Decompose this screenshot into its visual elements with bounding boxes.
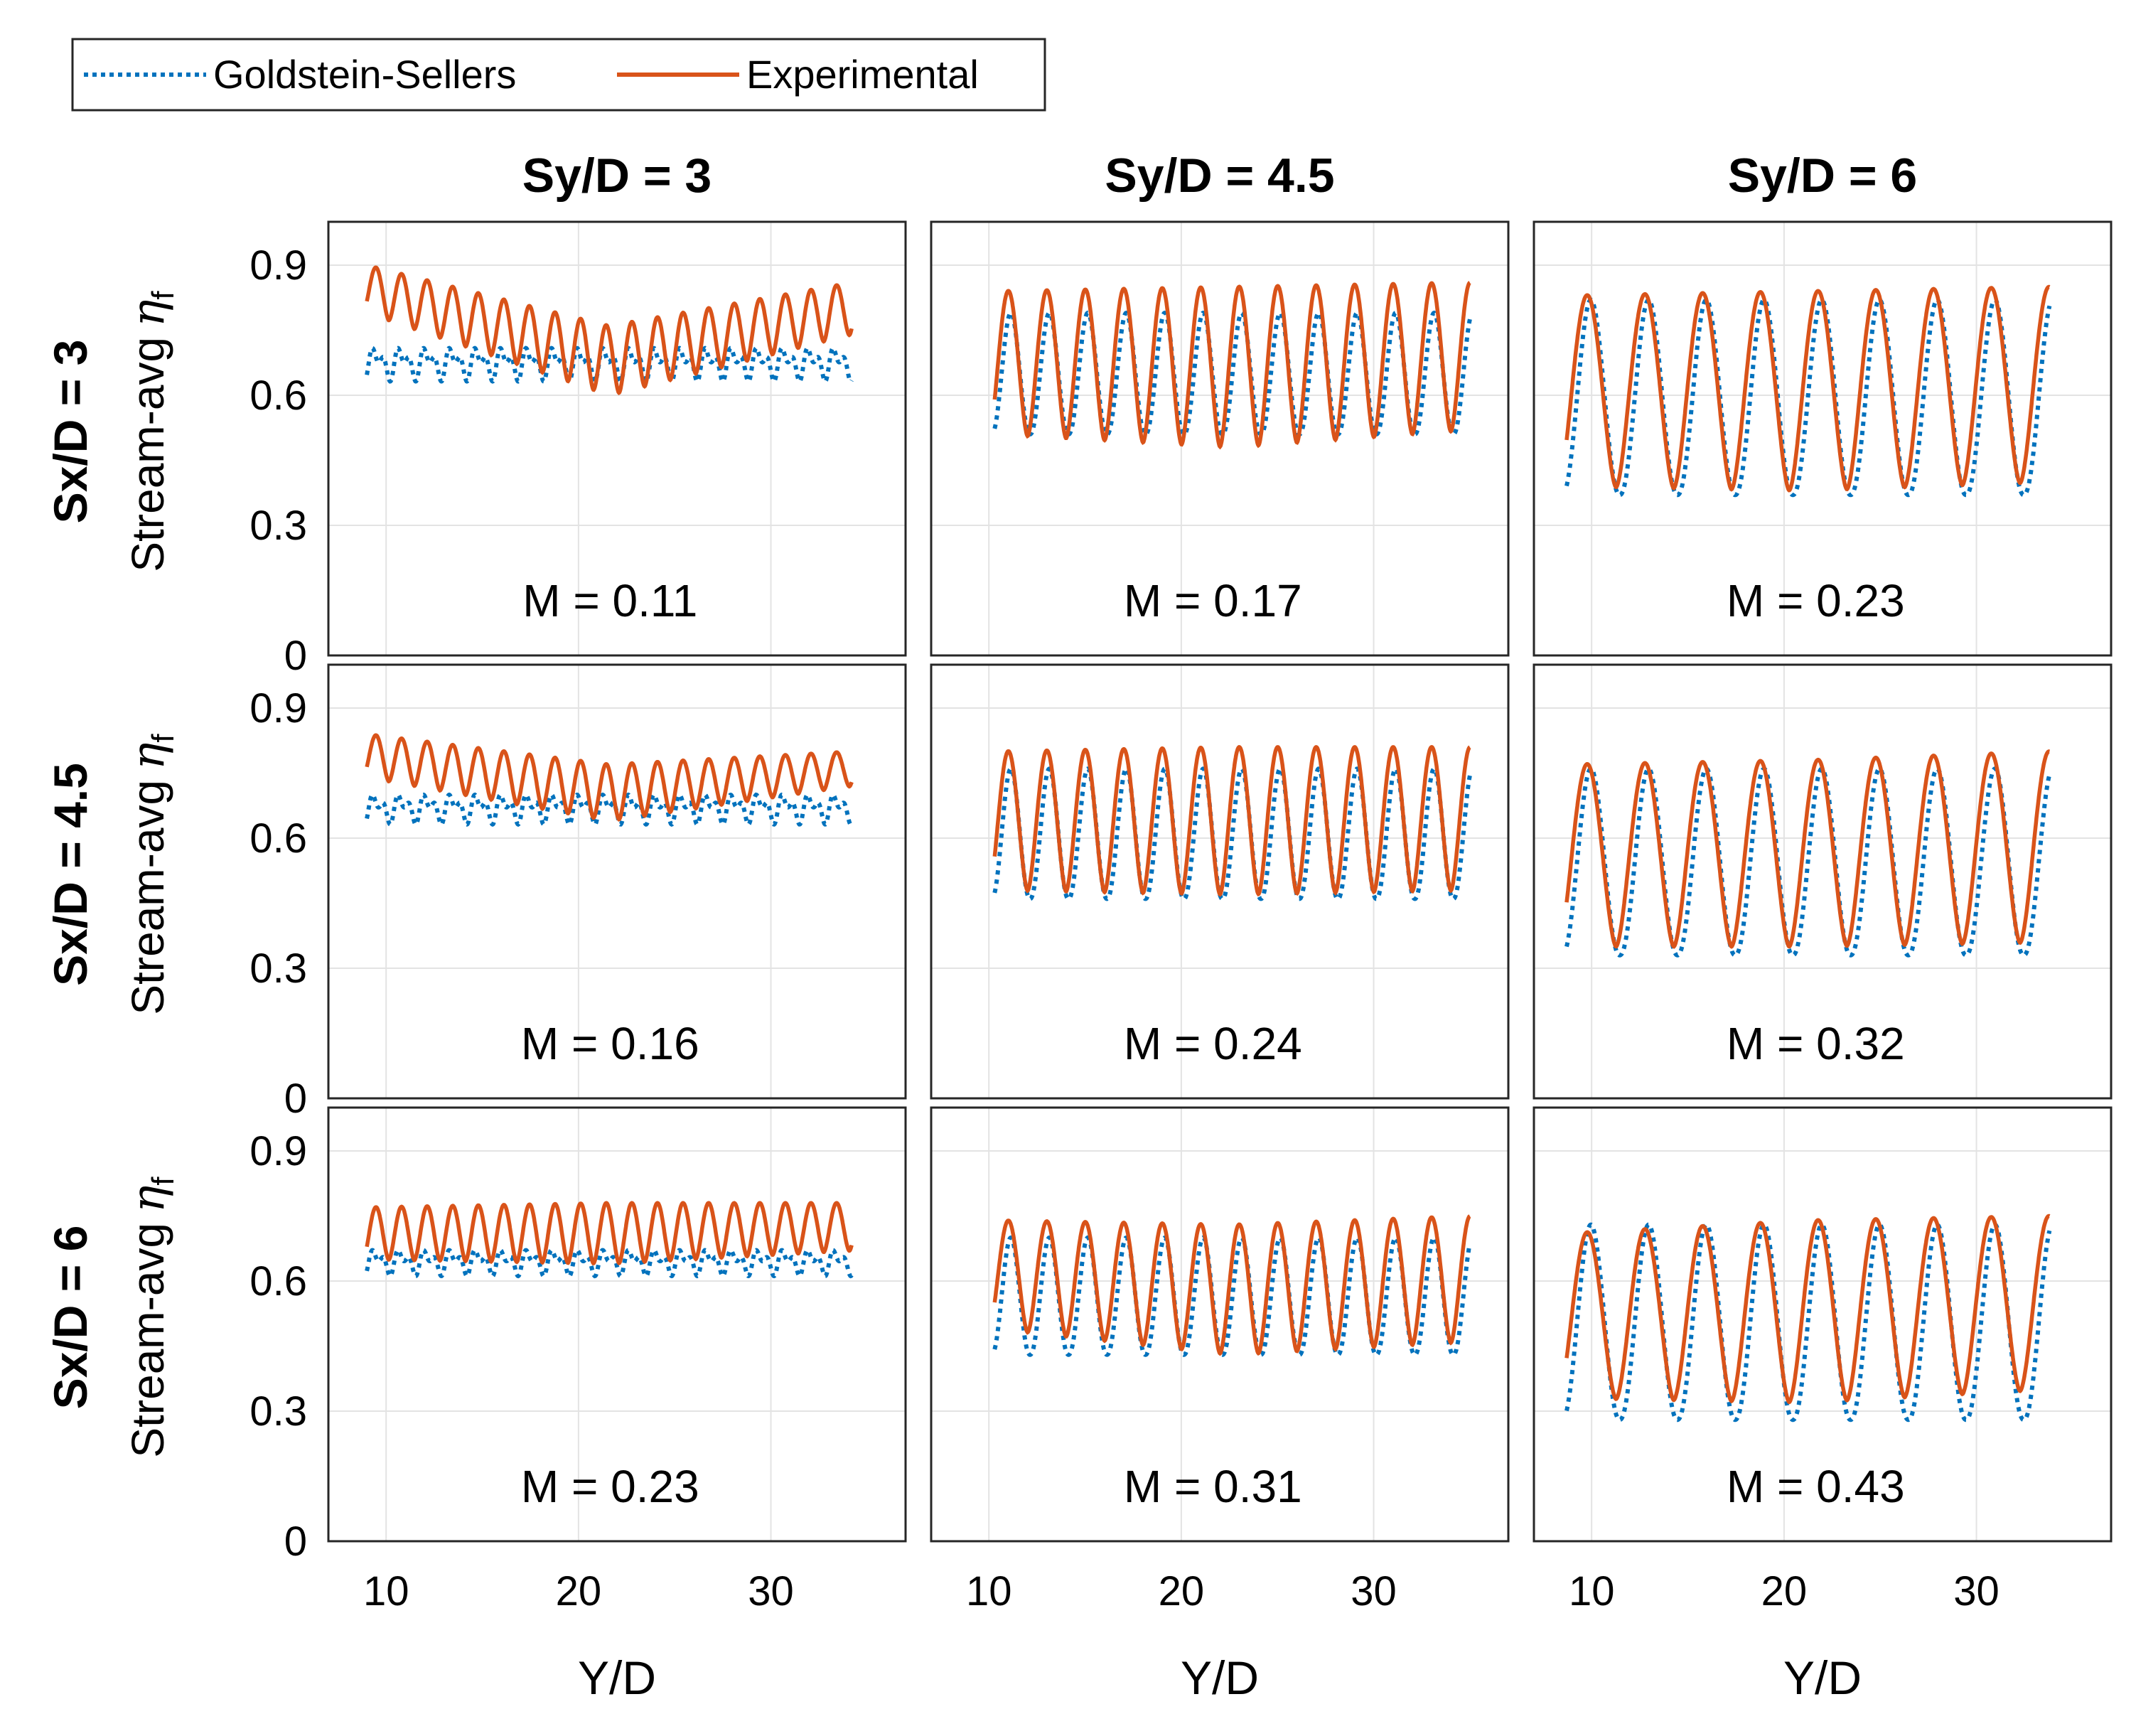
y-axis-label: Stream-avg ηf xyxy=(122,734,181,1015)
series-goldstein-sellers-line xyxy=(365,792,854,827)
panel-frame xyxy=(327,663,907,1100)
y-tick-label: 0.3 xyxy=(249,503,307,549)
column-title: Sy/D = 4.5 xyxy=(1105,149,1334,203)
series-goldstein-sellers-line xyxy=(365,345,854,384)
panel-annotation-m: M = 0.23 xyxy=(1727,575,1905,626)
y-axis-label-subscript: f xyxy=(146,291,181,300)
row-title: Sx/D = 6 xyxy=(44,1226,97,1410)
row-title: Sx/D = 4.5 xyxy=(44,763,97,986)
legend: Goldstein-Sellers Experimental xyxy=(71,38,1046,112)
panel-annotation-m: M = 0.32 xyxy=(1727,1018,1905,1069)
panel-r2-c0 xyxy=(328,1108,906,1541)
y-tick-label: 0 xyxy=(284,1076,307,1122)
x-tick-label: 20 xyxy=(1159,1568,1205,1614)
y-axis-label-subscript: f xyxy=(146,734,181,743)
y-tick-label: 0.9 xyxy=(249,242,307,289)
panel-annotation-m: M = 0.11 xyxy=(522,575,697,626)
series-experimental-line xyxy=(365,1201,854,1266)
series-experimental-line xyxy=(365,265,854,395)
y-tick-label: 0.9 xyxy=(249,685,307,732)
y-axis-label-symbol: η xyxy=(122,300,175,327)
legend-box xyxy=(71,38,1046,112)
series-experimental-line xyxy=(992,745,1471,897)
panel-annotation-m: M = 0.23 xyxy=(521,1461,699,1512)
x-tick-label: 10 xyxy=(1569,1568,1615,1614)
panel-r1-c1 xyxy=(931,665,1508,1098)
panel-annotation-m: M = 0.17 xyxy=(1124,575,1302,626)
y-tick-label: 0 xyxy=(284,1518,307,1565)
panel-frame xyxy=(1533,663,2113,1100)
y-tick-label: 0.6 xyxy=(249,373,307,419)
y-axis-label-symbol: η xyxy=(122,1186,175,1213)
panel-r0-c0 xyxy=(328,222,906,655)
column-title: Sy/D = 6 xyxy=(1728,149,1918,203)
y-axis-label: Stream-avg ηf xyxy=(122,291,181,572)
y-axis-label: Stream-avg ηf xyxy=(122,1177,181,1458)
series-experimental-line xyxy=(1564,284,2051,493)
series-experimental-line xyxy=(992,1214,1471,1356)
x-tick-label: 20 xyxy=(556,1568,602,1614)
series-experimental-line xyxy=(365,733,854,822)
y-axis-label-text: Stream-avg xyxy=(122,780,173,1015)
y-tick-label: 0.9 xyxy=(249,1128,307,1174)
series-goldstein-sellers-line xyxy=(992,766,1472,901)
x-axis-label: Y/D xyxy=(578,1651,656,1704)
panel-annotation-m: M = 0.16 xyxy=(521,1018,699,1069)
panel-annotation-m: M = 0.43 xyxy=(1727,1461,1905,1512)
column-title: Sy/D = 3 xyxy=(522,149,712,203)
y-axis-label-subscript: f xyxy=(146,1177,181,1186)
panel-frame xyxy=(327,220,907,657)
y-tick-label: 0.6 xyxy=(249,1258,307,1304)
series-experimental-line xyxy=(1564,1213,2051,1405)
panel-annotation-m: M = 0.24 xyxy=(1124,1018,1302,1069)
x-tick-label: 10 xyxy=(363,1568,409,1614)
panel-frame xyxy=(1533,220,2113,657)
y-tick-label: 0 xyxy=(284,633,307,679)
x-axis-label: Y/D xyxy=(1181,1651,1259,1704)
y-tick-label: 0.3 xyxy=(249,945,307,992)
series-goldstein-sellers-line xyxy=(992,1235,1472,1357)
x-tick-label: 30 xyxy=(748,1568,794,1614)
x-tick-label: 20 xyxy=(1761,1568,1808,1614)
panel-r2-c1 xyxy=(931,1108,1508,1541)
y-tick-label: 0.3 xyxy=(249,1388,307,1435)
legend-label-experimental: Experimental xyxy=(746,52,979,97)
panel-r1-c0 xyxy=(328,665,906,1098)
series-goldstein-sellers-line xyxy=(992,310,1472,436)
x-tick-label: 30 xyxy=(1953,1568,2000,1614)
panel-annotation-m: M = 0.31 xyxy=(1124,1461,1302,1512)
row-title: Sx/D = 3 xyxy=(44,340,97,524)
series-goldstein-sellers-line xyxy=(1564,766,2052,958)
panel-frame xyxy=(930,220,1510,657)
y-axis-label-text: Stream-avg xyxy=(122,1223,173,1458)
x-tick-label: 10 xyxy=(966,1568,1012,1614)
series-experimental-line xyxy=(1564,749,2050,949)
panel-r0-c2 xyxy=(1534,222,2111,655)
y-tick-label: 0.6 xyxy=(249,815,307,862)
panel-frame xyxy=(930,663,1510,1100)
y-axis-label-symbol: η xyxy=(122,743,175,770)
y-axis-label-text: Stream-avg xyxy=(122,337,173,572)
panel-frame xyxy=(1533,1106,2113,1543)
series-experimental-line xyxy=(992,281,1471,450)
panel-frame xyxy=(930,1106,1510,1543)
series-goldstein-sellers-line xyxy=(1564,1222,2052,1422)
x-axis-label: Y/D xyxy=(1783,1651,1862,1704)
panel-r2-c2 xyxy=(1534,1108,2111,1541)
series-goldstein-sellers-line xyxy=(365,1248,854,1279)
panel-frame xyxy=(327,1106,907,1543)
x-tick-label: 30 xyxy=(1351,1568,1397,1614)
legend-label-goldstein-sellers: Goldstein-Sellers xyxy=(213,52,516,97)
